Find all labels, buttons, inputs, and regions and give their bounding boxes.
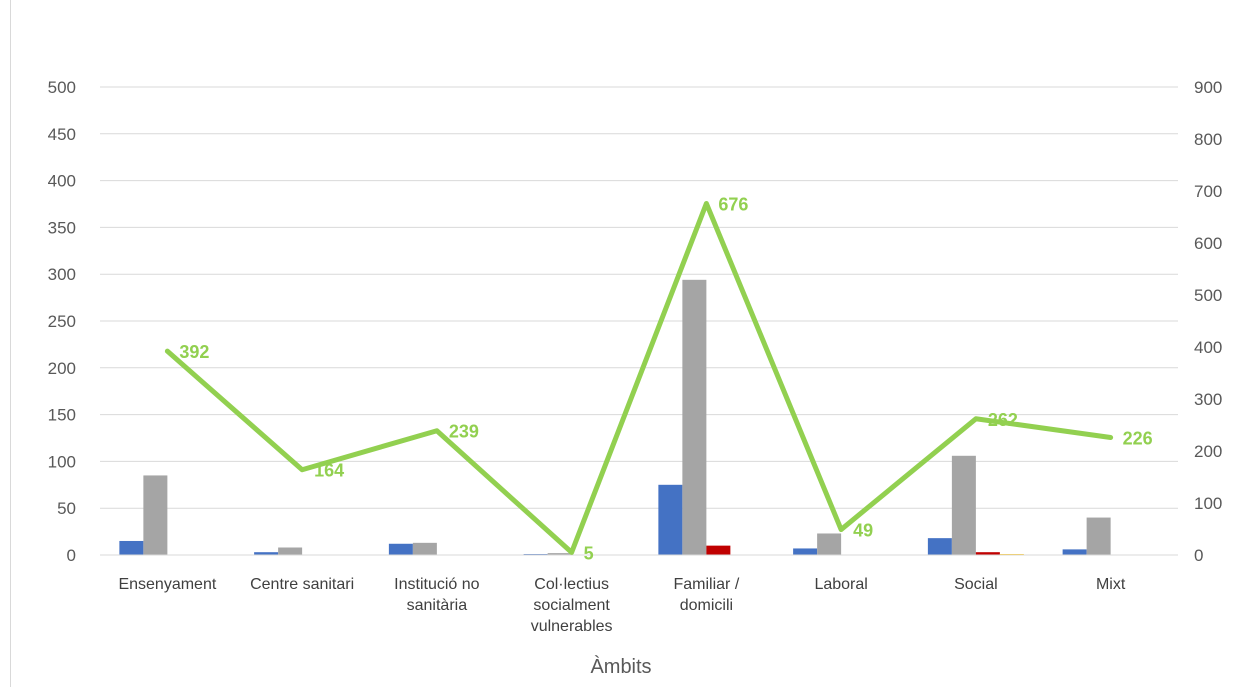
left-tick-label: 50	[57, 499, 76, 518]
gridlines	[100, 86, 1178, 509]
left-tick-label: 250	[48, 312, 76, 331]
right-tick-label: 300	[1194, 390, 1222, 409]
series-line	[164, 200, 1114, 555]
category-label: Laboral	[814, 576, 867, 593]
bar	[706, 545, 731, 555]
bar	[1062, 549, 1087, 555]
line-data-label: 392	[179, 342, 209, 362]
right-tick-label: 200	[1194, 442, 1222, 461]
left-tick-label: 200	[48, 359, 76, 378]
line-data-label: 5	[584, 543, 594, 563]
category-label: Centre sanitari	[250, 576, 354, 593]
bar-series	[119, 279, 1111, 555]
bar	[927, 538, 952, 555]
bar	[951, 455, 976, 555]
bar	[547, 553, 572, 555]
left-tick-label: 500	[48, 78, 76, 97]
line-data-label: 262	[988, 410, 1018, 430]
bar	[278, 547, 303, 555]
right-tick-label: 500	[1194, 286, 1222, 305]
category-label: Ensenyament	[118, 576, 216, 593]
left-tick-label: 150	[48, 406, 76, 425]
left-tick-label: 300	[48, 265, 76, 284]
bar	[1086, 517, 1111, 555]
left-tick-label: 450	[48, 125, 76, 144]
line-data-labels: 392 164 239 5 676 49 262 226	[179, 194, 1152, 563]
line-series	[164, 200, 1114, 555]
right-tick-label: 600	[1194, 234, 1222, 253]
line-data-label: 239	[449, 422, 479, 442]
bar	[143, 475, 168, 555]
category-label: Familiar / domicili	[673, 576, 739, 614]
line-data-label: 676	[718, 194, 748, 214]
line-data-label: 226	[1123, 428, 1153, 448]
bar	[658, 484, 683, 555]
line-data-label: 49	[853, 521, 873, 541]
left-tick-label: 100	[48, 452, 76, 471]
category-label: Social	[954, 576, 998, 593]
bar	[412, 542, 437, 555]
bar	[793, 548, 818, 555]
bar	[119, 540, 144, 555]
right-tick-label: 900	[1194, 78, 1222, 97]
left-tick-label: 0	[67, 546, 76, 565]
bar	[388, 543, 413, 555]
left-axis-ticks: 0 50 100 150 200 250 300 350 400 450 500	[48, 78, 76, 565]
right-axis-ticks: 0 100 200 300 400 500 600 700 800 900	[1194, 78, 1222, 565]
bar	[682, 279, 707, 555]
right-tick-label: 400	[1194, 338, 1222, 357]
bar	[817, 533, 842, 555]
left-tick-label: 400	[48, 172, 76, 191]
right-tick-label: 0	[1194, 546, 1203, 565]
right-tick-label: 700	[1194, 182, 1222, 201]
category-label: Col·lectius socialment vulnerables	[531, 576, 613, 635]
bar	[254, 552, 279, 555]
right-tick-label: 100	[1194, 494, 1222, 513]
line-data-label: 164	[314, 461, 344, 481]
bar	[975, 552, 1000, 555]
category-label: Institució no sanitària	[394, 576, 479, 614]
category-labels: Ensenyament Centre sanitari Institució no s…	[118, 576, 1125, 635]
left-tick-label: 350	[48, 218, 76, 237]
category-label: Mixt	[1096, 576, 1126, 593]
x-axis-title: Àmbits	[590, 655, 651, 678]
right-tick-label: 800	[1194, 130, 1222, 149]
